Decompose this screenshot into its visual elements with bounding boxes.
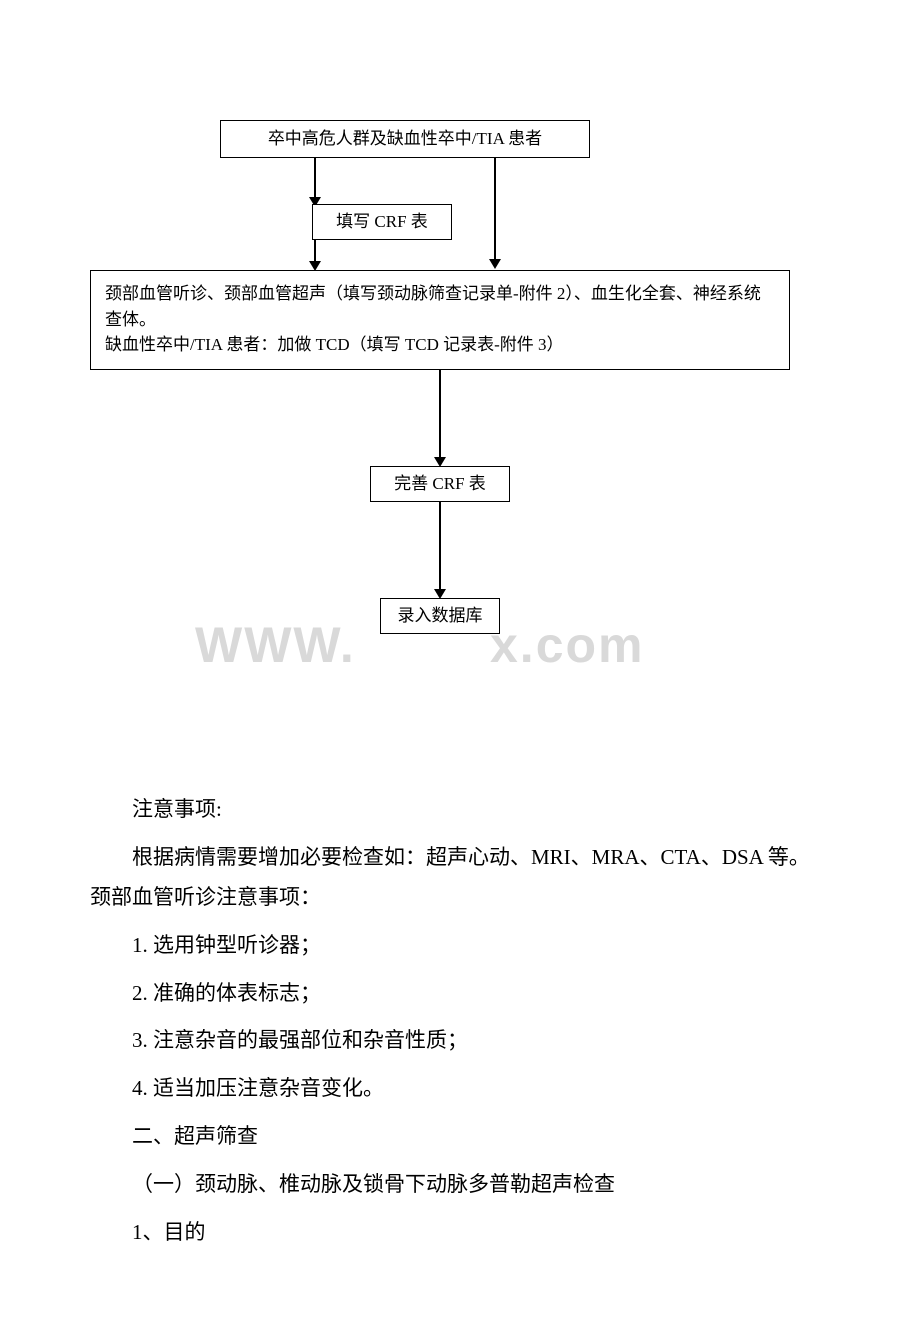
section-2-1-heading: （一）颈动脉、椎动脉及锁骨下动脉多普勒超声检查: [90, 1165, 830, 1205]
edge-line: [439, 370, 441, 458]
node-fill-crf: 填写 CRF 表: [312, 204, 452, 240]
node-exams-line2: 缺血性卒中/TIA 患者：加做 TCD（填写 TCD 记录表-附件 3）: [105, 332, 775, 358]
section-2-heading: 二、超声筛查: [90, 1117, 830, 1157]
notes-intro: 根据病情需要增加必要检查如：超声心动、MRI、MRA、CTA、DSA 等。颈部血…: [90, 838, 830, 918]
purpose-heading: 1、目的: [90, 1213, 830, 1253]
note-item-1: 1. 选用钟型听诊器；: [90, 926, 830, 966]
body-text: 注意事项: 根据病情需要增加必要检查如：超声心动、MRI、MRA、CTA、DSA…: [90, 790, 830, 1253]
edge-line: [439, 502, 441, 590]
node-complete-crf: 完善 CRF 表: [370, 466, 510, 502]
node-exams-line1: 颈部血管听诊、颈部血管超声（填写颈动脉筛查记录单-附件 2）、血生化全套、神经系…: [105, 281, 775, 332]
edge-line: [314, 158, 316, 198]
edge-line: [314, 240, 316, 262]
notes-heading: 注意事项:: [90, 790, 830, 830]
node-high-risk: 卒中高危人群及缺血性卒中/TIA 患者: [220, 120, 590, 158]
note-item-2: 2. 准确的体表标志；: [90, 974, 830, 1014]
note-item-3: 3. 注意杂音的最强部位和杂音性质；: [90, 1021, 830, 1061]
watermark-left: WWW.: [195, 598, 356, 693]
arrow-head-icon: [489, 259, 501, 269]
node-exams: 颈部血管听诊、颈部血管超声（填写颈动脉筛查记录单-附件 2）、血生化全套、神经系…: [90, 270, 790, 370]
edge-line: [494, 158, 496, 260]
screening-flowchart: 卒中高危人群及缺血性卒中/TIA 患者 填写 CRF 表 颈部血管听诊、颈部血管…: [90, 120, 830, 750]
node-enter-db: 录入数据库: [380, 598, 500, 634]
watermark-right: x.com: [490, 598, 645, 693]
note-item-4: 4. 适当加压注意杂音变化。: [90, 1069, 830, 1109]
